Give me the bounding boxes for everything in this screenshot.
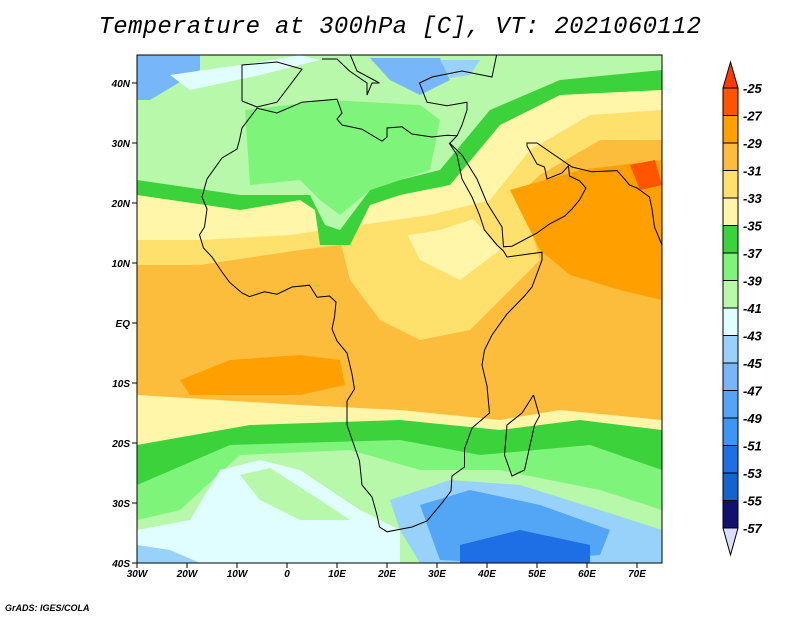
lat-tick-label: 20S bbox=[111, 439, 130, 450]
lon-tick-label: 10E bbox=[328, 569, 346, 580]
colorbar-label: -25 bbox=[743, 81, 763, 96]
coastlines bbox=[198, 55, 662, 533]
lon-tick-label: 10W bbox=[227, 569, 249, 580]
lat-tick-label: 30S bbox=[112, 499, 130, 510]
colorbar-label: -45 bbox=[743, 356, 763, 371]
colorbar-label: -47 bbox=[743, 384, 763, 399]
footer-credit: GrADS: IGES/COLA bbox=[5, 603, 90, 613]
colorbar-label: -31 bbox=[743, 164, 762, 179]
lon-tick-label: 20E bbox=[377, 569, 396, 580]
lat-tick-label: 10N bbox=[112, 259, 131, 270]
longitude-axis: 30W 20W 10W 0 10E 20E 30E 40E 50E 60E 70E bbox=[127, 563, 646, 580]
colorbar-label: -29 bbox=[743, 136, 763, 151]
lon-tick-label: 30E bbox=[428, 569, 446, 580]
colorbar-label: -57 bbox=[743, 521, 763, 536]
map-frame bbox=[136, 54, 663, 564]
lon-tick-label: 70E bbox=[628, 569, 646, 580]
colorbar-swatch bbox=[722, 252, 739, 281]
colorbar-swatch bbox=[722, 142, 739, 171]
colorbar-swatch bbox=[722, 115, 739, 144]
colorbar-label: -43 bbox=[743, 329, 763, 344]
lon-tick-label: 0 bbox=[284, 569, 290, 580]
lat-tick-label: 30N bbox=[112, 139, 131, 150]
colorbar-label: -41 bbox=[743, 301, 762, 316]
colorbar-label: -37 bbox=[743, 246, 763, 261]
levant-coastline bbox=[418, 55, 498, 137]
arabia-coastline bbox=[449, 142, 662, 248]
colorbar-label: -39 bbox=[743, 274, 763, 289]
lon-tick-label: 60E bbox=[578, 569, 596, 580]
temperature-field bbox=[137, 55, 662, 563]
colorbar-swatch bbox=[722, 280, 739, 309]
colorbar-label: -49 bbox=[743, 411, 763, 426]
colorbar-swatch bbox=[722, 170, 739, 199]
lat-tick-label: 40S bbox=[111, 559, 130, 570]
colorbar-label: -53 bbox=[743, 466, 763, 481]
italy-coastline bbox=[322, 55, 380, 96]
colorbar-swatch bbox=[722, 335, 739, 364]
plot-title: Temperature at 300hPa [C], VT: 202106011… bbox=[98, 14, 702, 41]
lon-tick-label: 30W bbox=[127, 569, 149, 580]
lon-tick-label: 40E bbox=[477, 569, 496, 580]
lat-tick-label: EQ bbox=[116, 319, 131, 330]
madagascar-coastline bbox=[503, 394, 541, 477]
lat-tick-label: 20N bbox=[111, 199, 131, 210]
colorbar-swatch bbox=[722, 87, 739, 116]
colorbar-under-triangle bbox=[722, 527, 739, 557]
lon-tick-label: 50E bbox=[528, 569, 546, 580]
lat-tick-label: 40N bbox=[111, 79, 131, 90]
iberia-coastline bbox=[241, 61, 303, 108]
colorbar-swatch bbox=[722, 417, 739, 446]
colorbar-swatch bbox=[722, 445, 739, 474]
colorbar-swatch bbox=[722, 390, 739, 419]
latitude-axis: 40N 30N 20N 10N EQ 10S 20S 30S 40S bbox=[111, 79, 137, 570]
colorbar-label: -51 bbox=[743, 439, 762, 454]
colorbar-label: -27 bbox=[743, 109, 763, 124]
colorbar-swatch bbox=[722, 472, 739, 501]
colorbar-swatch bbox=[722, 197, 739, 226]
lat-tick-label: 10S bbox=[112, 379, 130, 390]
colorbar-label: -55 bbox=[743, 494, 763, 509]
colorbar-swatch bbox=[722, 362, 739, 391]
lon-tick-label: 20W bbox=[176, 569, 199, 580]
africa-coastline bbox=[198, 98, 543, 533]
colorbar-over-triangle bbox=[722, 60, 739, 89]
colorbar-swatch bbox=[722, 500, 739, 529]
colorbar-label: -35 bbox=[743, 219, 763, 234]
colorbar-swatch bbox=[722, 307, 739, 336]
colorbar: -25 -27 -29 -31 -33 -35 -37 -39 -41 -43 -45 -47 -49 -… bbox=[722, 60, 763, 557]
colorbar-swatch bbox=[722, 225, 739, 254]
colorbar-label: -33 bbox=[743, 191, 763, 206]
